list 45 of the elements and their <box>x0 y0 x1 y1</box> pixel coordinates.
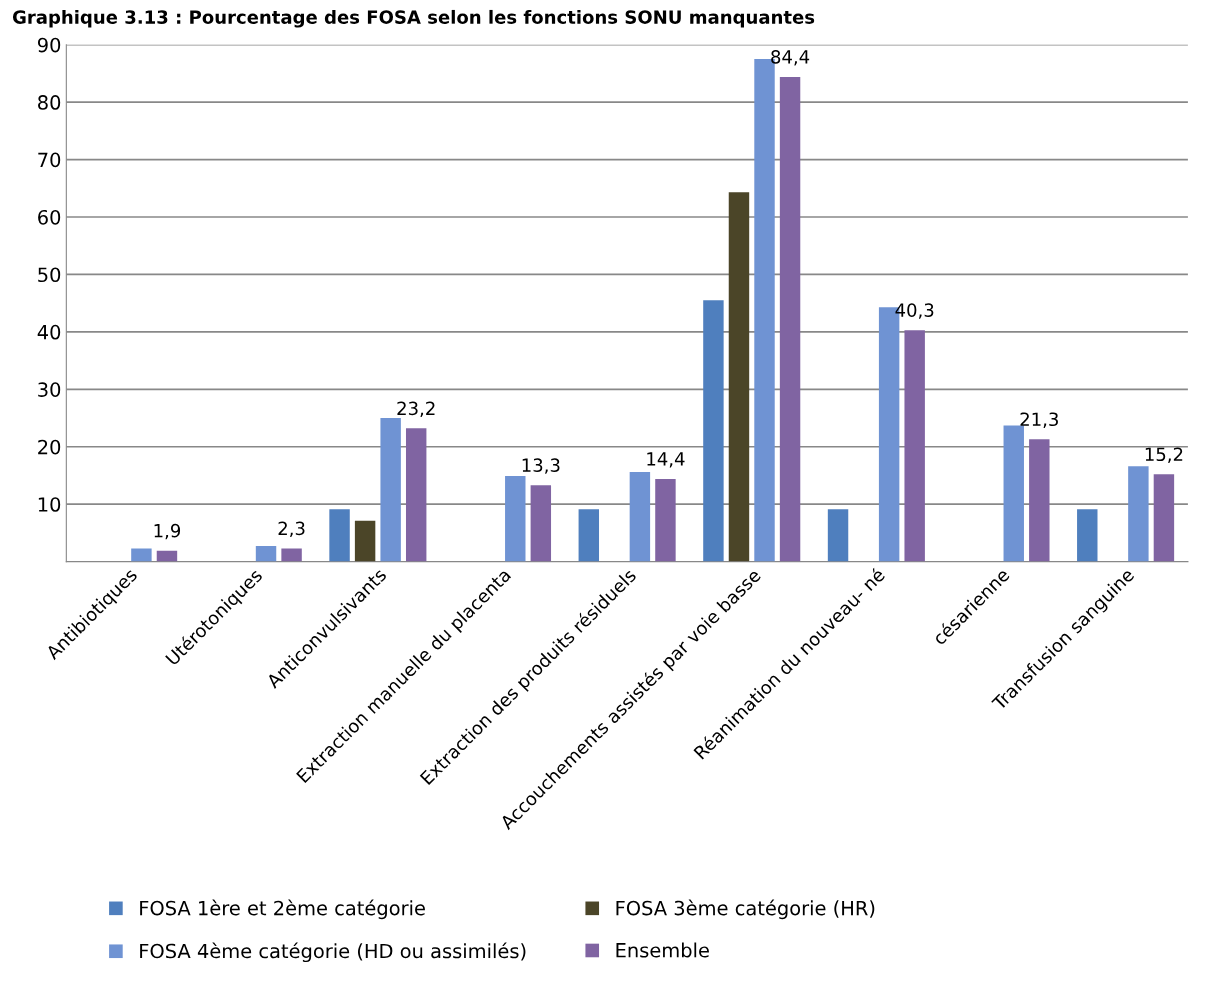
data-label: 23,2 <box>397 401 435 417</box>
data-label: 1,9 <box>154 523 181 540</box>
bar <box>255 546 277 562</box>
y-tick-label: 60 <box>38 209 61 225</box>
data-label: 13,3 <box>522 458 560 474</box>
bar <box>655 478 676 562</box>
bar <box>1128 466 1149 562</box>
bar <box>1153 474 1175 562</box>
bar <box>380 418 401 562</box>
bar <box>505 476 526 562</box>
legend-label: FOSA 3ème catégorie (HR) <box>616 899 875 920</box>
y-tick-label: 30 <box>38 382 61 397</box>
y-tick-label: 50 <box>38 267 61 283</box>
y-tick-label: 40 <box>37 324 61 340</box>
data-label: 40,3 <box>895 303 934 319</box>
bar <box>1077 509 1098 562</box>
bar <box>1029 439 1050 562</box>
legend-label: FOSA 1ère et 2ème catégorie <box>140 899 425 920</box>
chart-title: Graphique 3.13 : Pourcentage des FOSA selon les fonctions SONU manquantes <box>12 9 815 28</box>
bar <box>779 76 801 562</box>
data-label: 14,4 <box>647 452 685 468</box>
y-tick-label: 20 <box>38 439 61 455</box>
bar <box>578 509 600 562</box>
bar <box>827 509 849 562</box>
bar <box>904 330 925 562</box>
bar <box>703 300 724 562</box>
bar <box>728 192 750 562</box>
data-label: 84,4 <box>771 50 810 66</box>
y-tick-label: 90 <box>37 37 61 53</box>
bar <box>405 428 427 562</box>
legend-label: FOSA 4ème catégorie (HD ou assimilés) <box>140 942 526 963</box>
data-label: 2,3 <box>278 521 305 538</box>
bar <box>281 548 302 562</box>
legend-label: Ensemble <box>616 942 709 958</box>
y-tick-label: 10 <box>38 497 61 512</box>
bar <box>530 485 552 562</box>
bar <box>629 472 651 562</box>
bar <box>354 520 376 562</box>
y-tick-label: 80 <box>38 95 61 110</box>
data-label: 15,2 <box>1145 447 1183 463</box>
bar <box>131 548 152 562</box>
bar <box>156 550 178 562</box>
bar <box>329 509 350 562</box>
y-tick-label: 70 <box>38 152 61 168</box>
data-label: 21,3 <box>1020 412 1058 428</box>
